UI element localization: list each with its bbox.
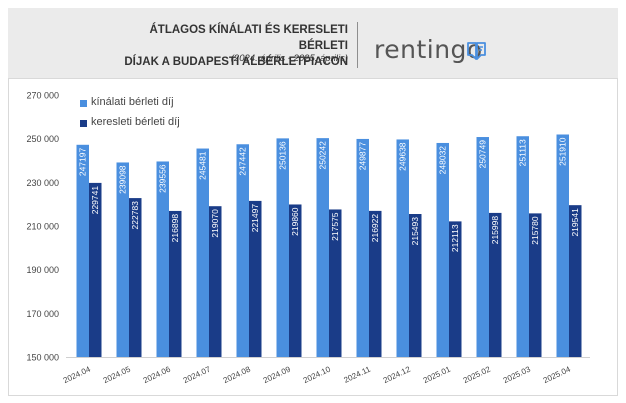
data-label-offered: 250136 [278, 141, 288, 170]
bar-demand [89, 182, 102, 357]
chart-subtitle: (2024. április - 2025. április) [230, 53, 348, 64]
x-tick-label: 2024.12 [382, 364, 413, 385]
legend-label-offered: kínálati bérleti díj [91, 96, 174, 108]
chart-title: ÁTLAGOS KÍNÁLATI ÉS KERESLETI BÉRLETI DÍ… [98, 22, 348, 70]
data-label-offered: 239556 [158, 164, 168, 193]
bar-demand [449, 221, 462, 357]
bar-offered [356, 138, 369, 357]
data-label-demand: 215998 [490, 216, 500, 245]
bar-offered [556, 134, 569, 357]
data-label-offered: 248032 [438, 146, 448, 175]
x-tick-label: 2024.06 [142, 364, 173, 385]
bar-demand [529, 213, 542, 357]
data-label-demand: 219070 [210, 209, 220, 238]
legend-swatch-demand [80, 120, 87, 127]
data-label-demand: 216898 [170, 214, 180, 243]
bar-offered [116, 162, 129, 357]
data-label-demand: 216922 [370, 214, 380, 243]
x-tick-label: 2025.02 [462, 364, 493, 385]
bar-offered [236, 144, 249, 357]
y-tick-label: 170 000 [26, 309, 59, 319]
data-label-offered: 239098 [118, 165, 128, 194]
y-tick-label: 250 000 [26, 134, 59, 144]
header-banner: ÁTLAGOS KÍNÁLATI ÉS KERESLETI BÉRLETI DÍ… [8, 8, 618, 78]
x-tick-label: 2025.03 [502, 364, 533, 385]
x-tick-label: 2025.04 [542, 364, 573, 385]
legend-label-demand: keresleti bérleti díj [91, 116, 180, 128]
bar-demand [129, 198, 142, 357]
data-label-offered: 249638 [398, 142, 408, 171]
bar-offered [436, 142, 449, 357]
data-label-demand: 215493 [410, 217, 420, 246]
data-label-demand: 215780 [530, 216, 540, 245]
data-label-demand: 222783 [130, 201, 140, 230]
data-label-demand: 219860 [290, 207, 300, 236]
x-tick-label: 2024.07 [182, 364, 213, 385]
data-label-offered: 249877 [358, 142, 368, 171]
bar-demand [329, 209, 342, 357]
x-tick-label: 2024.11 [342, 364, 372, 384]
data-label-offered: 247197 [78, 148, 88, 177]
chart-frame [8, 78, 618, 396]
header-divider [357, 22, 358, 68]
y-tick-label: 150 000 [26, 353, 59, 363]
x-tick-label: 2024.05 [102, 364, 133, 385]
bar-offered [396, 139, 409, 357]
data-label-offered: 251113 [518, 139, 528, 166]
x-tick-label: 2024.10 [302, 364, 333, 385]
chart-title-line-2: DÍJAK A BUDAPESTI ALBÉRLETPIACON [124, 56, 348, 68]
bar-offered [196, 148, 209, 357]
x-tick-label: 2024.08 [222, 364, 253, 385]
x-tick-label: 2024.04 [62, 364, 93, 385]
data-label-demand: 217575 [330, 212, 340, 241]
bar-demand [569, 205, 582, 357]
bar-demand [409, 214, 422, 357]
x-tick-label: 2025.01 [422, 364, 453, 385]
y-tick-label: 210 000 [26, 222, 59, 232]
bar-offered [476, 137, 489, 357]
bar-demand [369, 210, 382, 357]
data-label-offered: 250242 [318, 141, 328, 170]
bar-offered [516, 136, 529, 357]
data-label-offered: 250749 [478, 140, 488, 169]
bar-demand [489, 212, 502, 357]
data-label-demand: 229741 [90, 186, 100, 215]
bar-offered [156, 161, 169, 357]
data-label-demand: 221497 [250, 204, 260, 233]
bar-offered [276, 138, 289, 357]
legend-swatch-offered [80, 100, 87, 107]
bar-demand [169, 210, 182, 357]
speech-bubble-logo-icon [466, 40, 488, 67]
data-label-offered: 245481 [198, 151, 208, 180]
data-label-offered: 247442 [238, 147, 248, 176]
data-label-demand: 219541 [570, 208, 580, 237]
data-label-demand: 212113 [450, 224, 460, 252]
bar-offered [316, 138, 329, 357]
bar-demand [289, 204, 302, 357]
bar-offered [76, 144, 89, 357]
y-tick-label: 270 000 [26, 91, 59, 101]
y-tick-label: 230 000 [26, 178, 59, 188]
data-label-offered: 251910 [558, 137, 568, 166]
brand-logo-text: rentingo [374, 35, 483, 64]
y-tick-label: 190 000 [26, 265, 59, 275]
chart-title-line-1: ÁTLAGOS KÍNÁLATI ÉS KERESLETI BÉRLETI [149, 24, 349, 52]
x-tick-label: 2024.09 [262, 364, 293, 385]
bar-demand [209, 206, 222, 357]
bar-demand [249, 200, 262, 357]
